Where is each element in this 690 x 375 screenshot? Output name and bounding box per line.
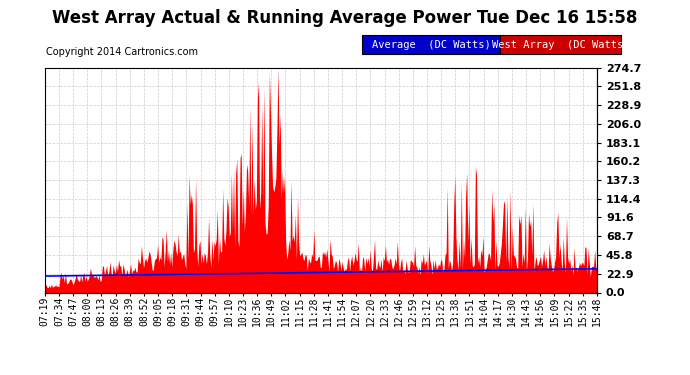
- Text: Copyright 2014 Cartronics.com: Copyright 2014 Cartronics.com: [46, 47, 198, 57]
- Text: West Array  (DC Watts): West Array (DC Watts): [492, 40, 629, 50]
- Text: West Array Actual & Running Average Power Tue Dec 16 15:58: West Array Actual & Running Average Powe…: [52, 9, 638, 27]
- Text: Average  (DC Watts): Average (DC Watts): [372, 40, 491, 50]
